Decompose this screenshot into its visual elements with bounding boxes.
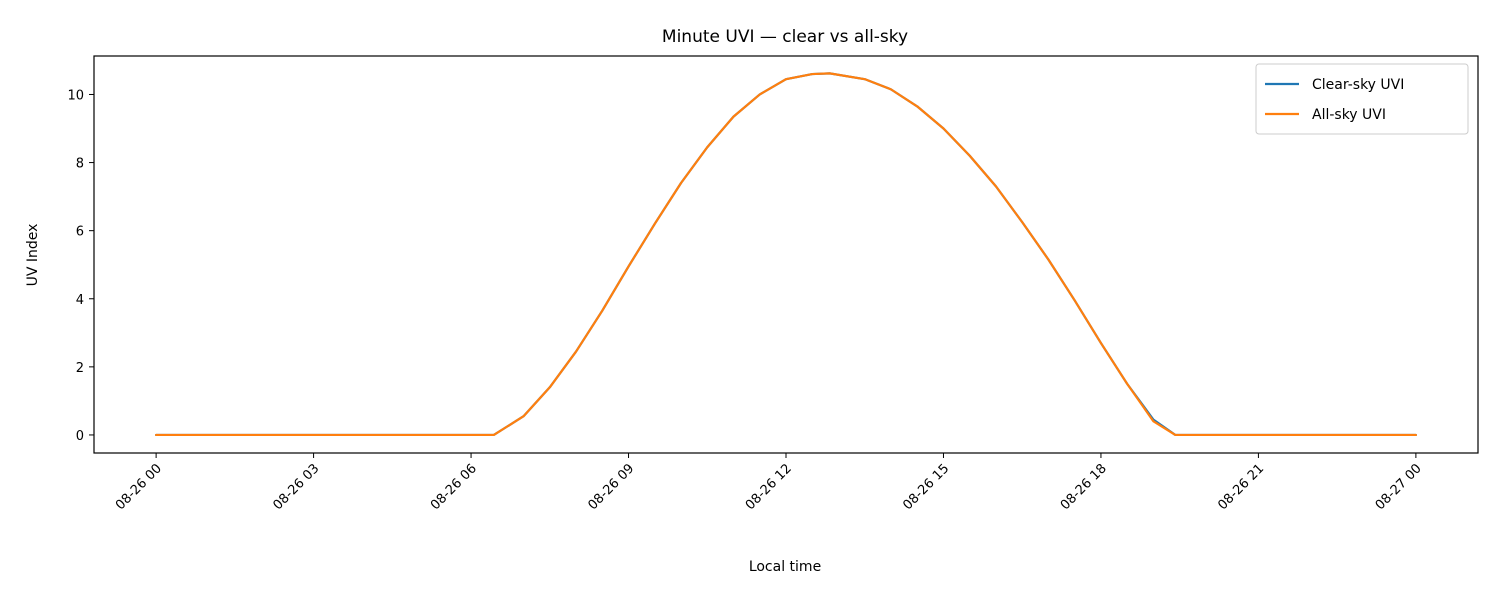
- x-axis-label: Local time: [749, 559, 821, 575]
- y-axis-label: UV Index: [25, 224, 41, 287]
- plot-area: [155, 72, 1417, 437]
- y-tick-label: 4: [76, 293, 84, 308]
- chart-title: Minute UVI — clear vs all-sky: [662, 27, 908, 47]
- legend: Clear-sky UVI All-sky UVI: [1255, 63, 1469, 135]
- y-tick-label: 0: [76, 429, 84, 444]
- y-axis: 0 2 4 6 8 10: [67, 88, 94, 444]
- legend-label: All-sky UVI: [1312, 107, 1386, 123]
- y-tick-label: 6: [76, 225, 84, 240]
- y-tick-label: 10: [67, 88, 84, 103]
- y-tick-label: 2: [76, 361, 84, 376]
- y-tick-label: 8: [76, 157, 84, 172]
- series-line-all-sky-uvi: [155, 72, 1417, 437]
- legend-box: [1255, 63, 1469, 135]
- legend-label: Clear-sky UVI: [1312, 77, 1404, 93]
